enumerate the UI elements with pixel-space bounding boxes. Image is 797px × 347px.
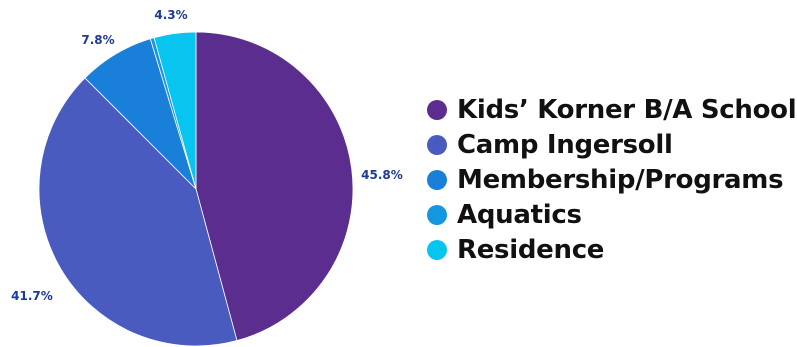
legend-label: Kids’ Korner B/A School xyxy=(457,94,797,125)
legend-swatch xyxy=(427,169,447,190)
slice-data-label: 7.8% xyxy=(81,33,114,47)
legend-item: Residence xyxy=(427,232,796,267)
legend-swatch xyxy=(427,134,447,155)
legend-label: Residence xyxy=(457,234,605,265)
legend-swatch xyxy=(427,204,447,225)
legend-item: Membership/Programs xyxy=(427,162,796,197)
slice-data-label: 45.8% xyxy=(361,168,403,182)
legend-label: Membership/Programs xyxy=(457,164,784,195)
slice-data-label: 4.3% xyxy=(154,8,187,22)
legend-swatch xyxy=(427,239,447,260)
pie-labels: 45.8% 41.7% 7.8% 4.3% xyxy=(11,8,403,303)
legend-label: Aquatics xyxy=(457,199,582,230)
pie-slices xyxy=(38,31,354,347)
legend-item: Kids’ Korner B/A School xyxy=(427,92,797,127)
slice-data-label: 41.7% xyxy=(11,289,53,303)
legend-swatch xyxy=(427,99,447,120)
legend-item: Aquatics xyxy=(427,197,796,232)
legend-label: Camp Ingersoll xyxy=(457,129,673,160)
pie-slice-kids-korner-b-a-school xyxy=(195,31,354,342)
pie-slice-residence xyxy=(153,31,197,190)
chart-legend: Kids’ Korner B/A School Camp Ingersoll Mem… xyxy=(427,92,797,267)
pie-slice-camp-ingersoll xyxy=(38,77,238,347)
legend-item: Camp Ingersoll xyxy=(427,127,796,162)
